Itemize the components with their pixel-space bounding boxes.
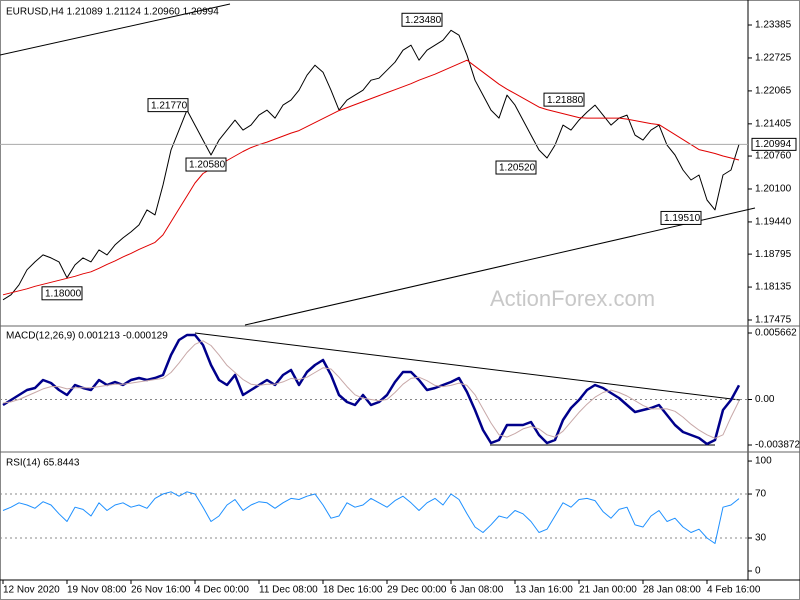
- trend-line: [0, 3, 231, 56]
- trend-line: [244, 207, 756, 326]
- y-tick-label: 1.20760: [755, 151, 792, 162]
- y-tick-label: 70: [755, 489, 767, 500]
- y-tick-label: 30: [755, 533, 767, 544]
- y-tick-label: 1.18795: [755, 249, 792, 260]
- annotation-label: 1.18000: [45, 288, 82, 299]
- x-tick-label: 11 Dec 08:00: [259, 585, 318, 596]
- y-tick-label: 1.23385: [755, 20, 792, 31]
- annotation-box: [543, 92, 585, 107]
- series-line: [2, 491, 740, 544]
- x-tick-label: 21 Jan 00:00: [579, 585, 637, 596]
- y-tick-label: 1.17475: [755, 315, 792, 326]
- trend-line: [194, 332, 741, 401]
- series-line: [2, 29, 740, 301]
- annotation-label: 1.20520: [499, 163, 536, 174]
- annotation-label: 1.19510: [664, 213, 701, 224]
- current-price-label: 1.20994: [755, 139, 792, 150]
- y-tick-label: 1.22065: [755, 86, 792, 97]
- panel-title: MACD(12,26,9) 0.001213 -0.000129: [6, 331, 168, 342]
- x-tick-label: 28 Jan 08:00: [643, 585, 701, 596]
- annotation-label: 1.21880: [547, 95, 584, 106]
- y-tick-label: 1.19440: [755, 217, 792, 228]
- annotation-box: [185, 157, 227, 172]
- x-tick-label: 29 Dec 00:00: [387, 585, 447, 596]
- current-price-box: [751, 137, 797, 151]
- annotation-box: [41, 286, 83, 301]
- annotation-box: [660, 210, 702, 225]
- x-tick-label: 4 Dec 00:00: [195, 585, 249, 596]
- y-tick-label: 0.00: [755, 394, 775, 405]
- y-tick-label: 1.21405: [755, 118, 792, 129]
- x-tick-label: 4 Feb 16:00: [707, 585, 761, 596]
- series-line: [2, 340, 740, 439]
- annotation-box: [401, 12, 443, 27]
- x-tick-label: 26 Nov 16:00: [131, 585, 191, 596]
- annotation-label: 1.20580: [189, 160, 226, 171]
- annotation-box: [495, 160, 537, 175]
- x-tick-label: 19 Nov 08:00: [67, 585, 127, 596]
- chart-title: EURUSD,H4 1.21089 1.21124 1.20960 1.2099…: [6, 7, 219, 18]
- y-tick-label: 1.22725: [755, 53, 792, 64]
- series-line: [2, 59, 740, 296]
- x-tick-label: 6 Jan 08:00: [451, 585, 504, 596]
- x-tick-label: 13 Jan 16:00: [515, 585, 573, 596]
- watermark: ActionForex.com: [490, 286, 655, 311]
- annotation-box: [147, 98, 189, 113]
- y-tick-label: -0.003872: [755, 440, 800, 451]
- annotation-label: 1.21770: [151, 100, 188, 111]
- y-tick-label: 1.20100: [755, 184, 792, 195]
- annotation-label: 1.23480: [405, 15, 442, 26]
- x-tick-label: 12 Nov 2020: [3, 585, 60, 596]
- panel-title: RSI(14) 65.8443: [6, 458, 80, 469]
- y-tick-label: 0: [755, 566, 761, 577]
- y-tick-label: 100: [755, 456, 772, 467]
- y-tick-label: 0.005662: [755, 328, 797, 339]
- y-tick-label: 1.18135: [755, 282, 792, 293]
- x-tick-label: 18 Dec 16:00: [323, 585, 383, 596]
